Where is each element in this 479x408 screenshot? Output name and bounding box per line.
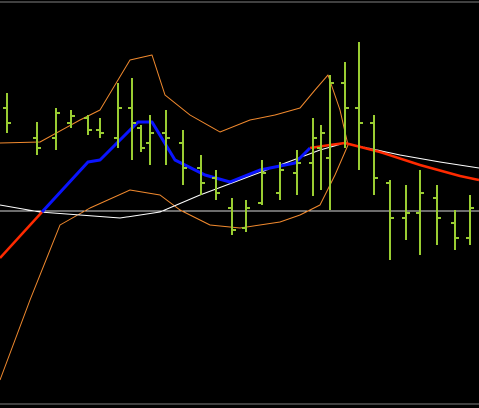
indicator-line xyxy=(0,142,479,219)
indicator-line xyxy=(0,144,349,381)
indicator-line xyxy=(40,120,312,214)
indicator-line xyxy=(0,141,479,259)
indicator-line xyxy=(0,54,349,146)
